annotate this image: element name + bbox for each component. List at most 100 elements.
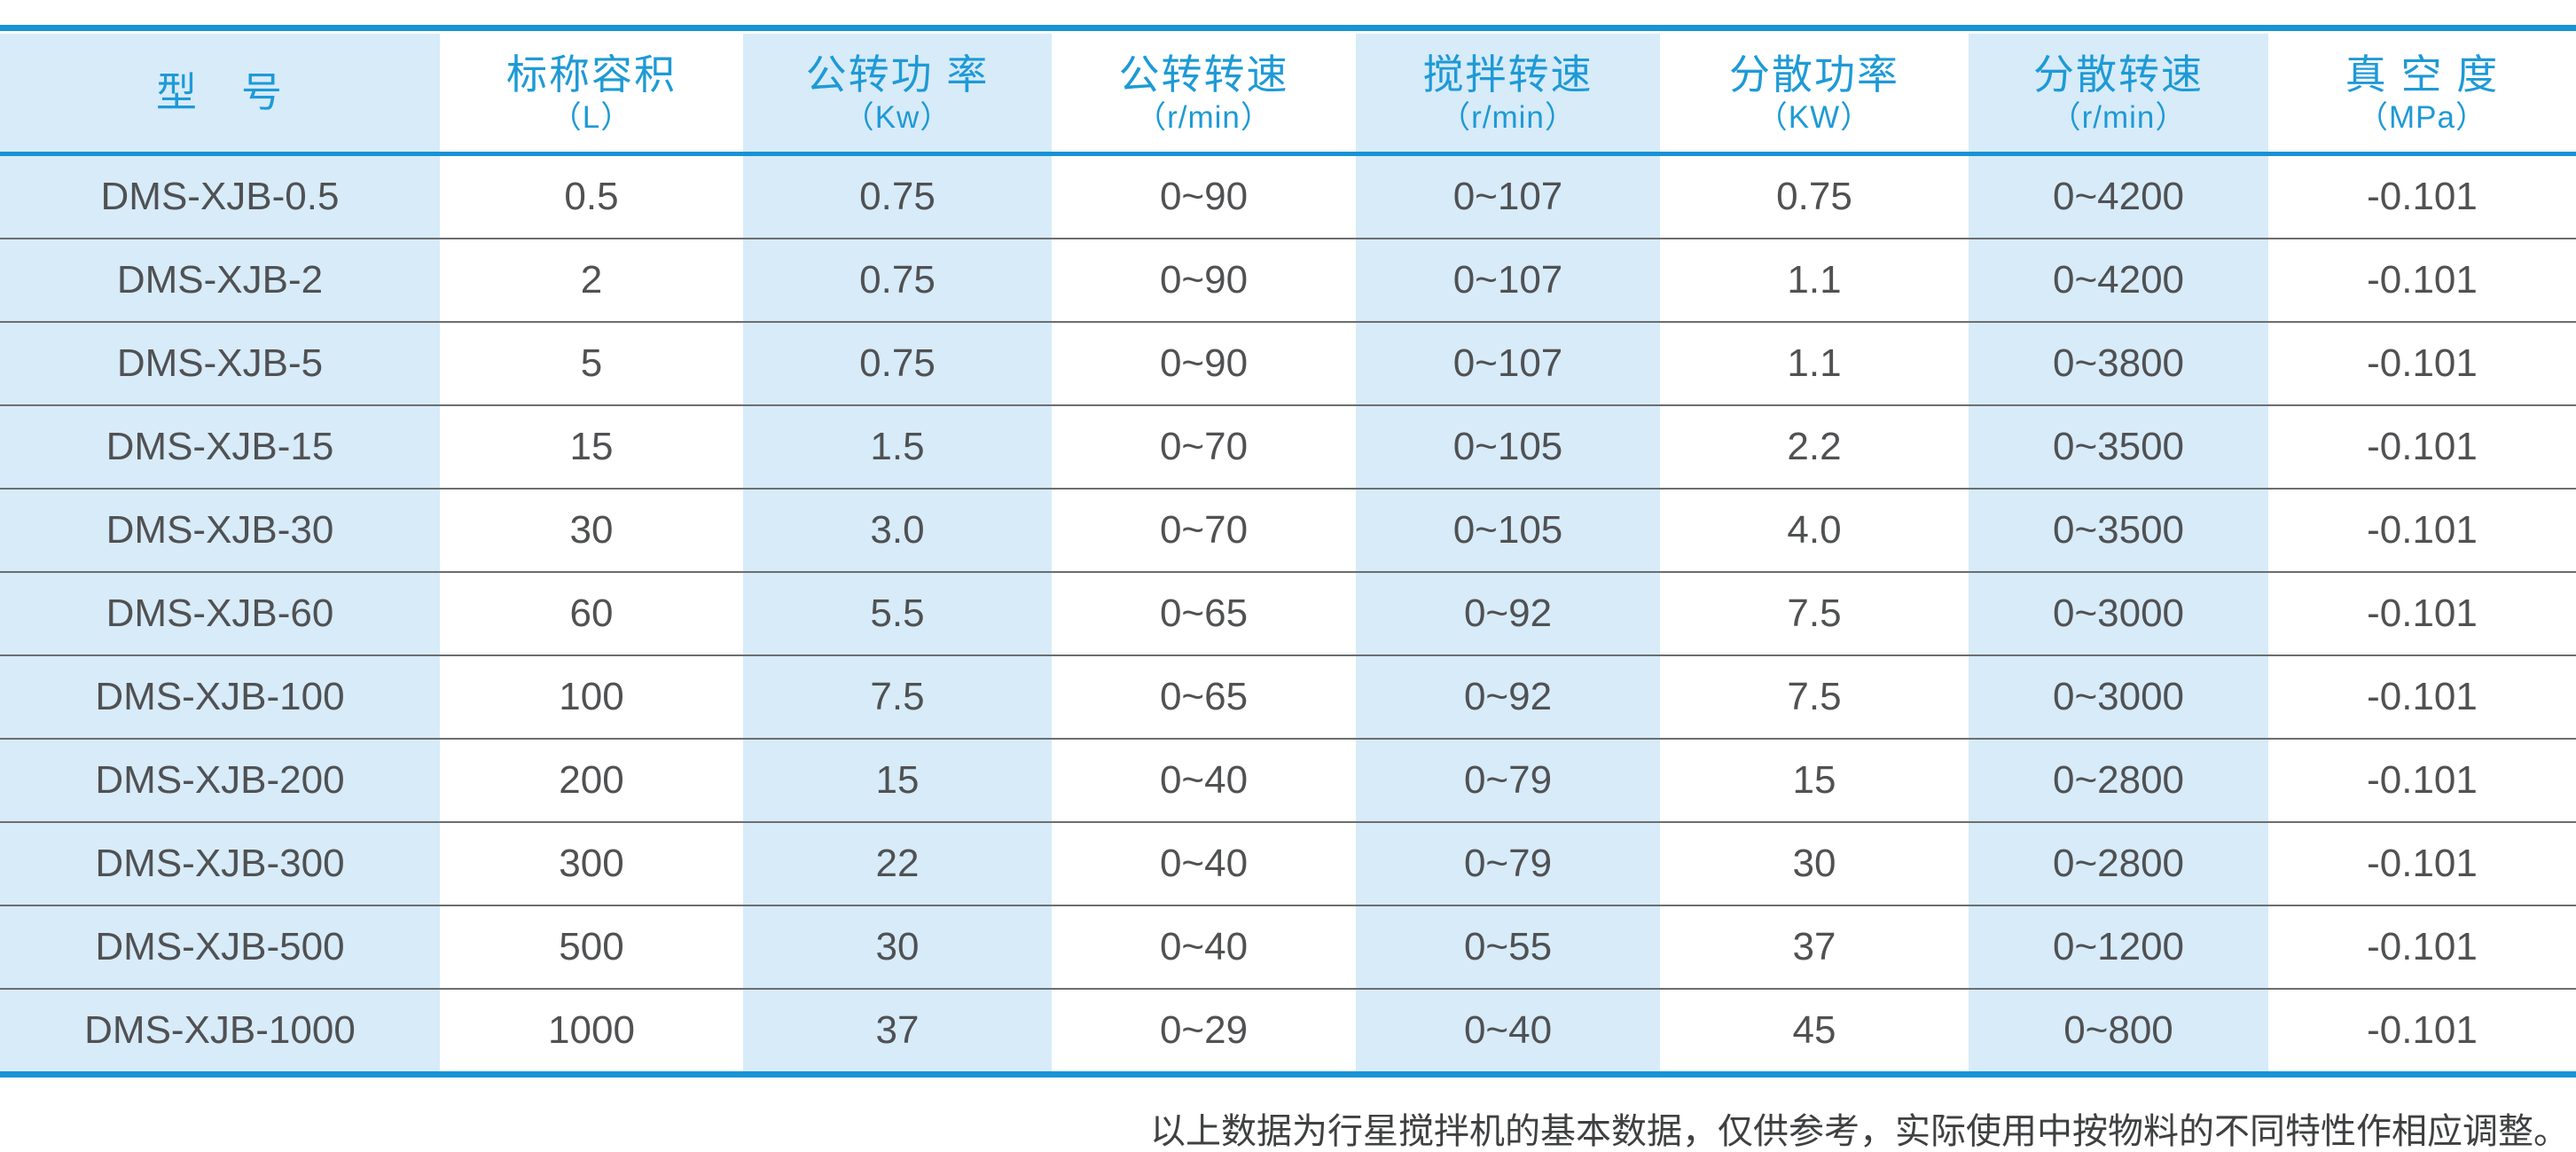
cell-model: DMS-XJB-500	[0, 905, 440, 990]
cell-revolution-speed: 0~90	[1052, 322, 1356, 406]
cell-dispersion-power: 30	[1660, 822, 1969, 906]
table-row: DMS-XJB-5 5 0.75 0~90 0~107 1.1 0~3800 -…	[0, 322, 2576, 406]
cell-dispersion-speed: 0~800	[1969, 989, 2268, 1078]
cell-dispersion-power: 45	[1660, 989, 1969, 1078]
cell-dispersion-power: 7.5	[1660, 655, 1969, 740]
column-header-unit: （MPa）	[2357, 100, 2487, 136]
column-header-label: 标称容积	[506, 51, 677, 98]
column-header-unit: （r/min）	[1135, 100, 1272, 136]
table-row: DMS-XJB-500 500 30 0~40 0~55 37 0~1200 -…	[0, 905, 2576, 990]
cell-revolution-speed: 0~65	[1052, 572, 1356, 656]
cell-revolution-speed: 0~40	[1052, 905, 1356, 990]
cell-stirring-speed: 0~107	[1356, 239, 1660, 323]
cell-model: DMS-XJB-300	[0, 822, 440, 906]
cell-revolution-power: 37	[743, 989, 1052, 1078]
column-header-unit: （KW）	[1756, 100, 1873, 136]
cell-revolution-power: 30	[743, 905, 1052, 990]
cell-vacuum: -0.101	[2268, 822, 2576, 906]
cell-capacity: 300	[440, 822, 743, 906]
table-row: DMS-XJB-15 15 1.5 0~70 0~105 2.2 0~3500 …	[0, 405, 2576, 490]
cell-model: DMS-XJB-60	[0, 572, 440, 656]
cell-revolution-power: 3.0	[743, 489, 1052, 573]
table-row: DMS-XJB-0.5 0.5 0.75 0~90 0~107 0.75 0~4…	[0, 153, 2576, 239]
cell-dispersion-speed: 0~4200	[1969, 239, 2268, 323]
table-top-border	[0, 25, 2576, 31]
cell-dispersion-speed: 0~2800	[1969, 822, 2268, 906]
planetary-mixer-spec-table: 型 号 标称容积 （L） 公转功 率 （Kw） 公转转速 （r/min） 搅拌转…	[0, 34, 2576, 1078]
table-body: DMS-XJB-0.5 0.5 0.75 0~90 0~107 0.75 0~4…	[0, 153, 2576, 1078]
table-row: DMS-XJB-2 2 0.75 0~90 0~107 1.1 0~4200 -…	[0, 239, 2576, 323]
cell-model: DMS-XJB-2	[0, 239, 440, 323]
column-header-nominal-capacity: 标称容积 （L）	[440, 34, 743, 156]
cell-revolution-power: 1.5	[743, 405, 1052, 490]
cell-vacuum: -0.101	[2268, 655, 2576, 740]
cell-dispersion-speed: 0~2800	[1969, 739, 2268, 823]
cell-dispersion-speed: 0~3500	[1969, 405, 2268, 490]
column-header-unit: （L）	[550, 100, 633, 136]
cell-stirring-speed: 0~55	[1356, 905, 1660, 990]
column-header-label: 真 空 度	[2345, 51, 2500, 98]
cell-dispersion-power: 1.1	[1660, 322, 1969, 406]
cell-vacuum: -0.101	[2268, 153, 2576, 239]
cell-dispersion-power: 1.1	[1660, 239, 1969, 323]
cell-vacuum: -0.101	[2268, 405, 2576, 490]
cell-vacuum: -0.101	[2268, 322, 2576, 406]
table-row: DMS-XJB-300 300 22 0~40 0~79 30 0~2800 -…	[0, 822, 2576, 906]
cell-model: DMS-XJB-200	[0, 739, 440, 823]
cell-capacity: 2	[440, 239, 743, 323]
cell-vacuum: -0.101	[2268, 239, 2576, 323]
cell-model: DMS-XJB-1000	[0, 989, 440, 1078]
cell-revolution-speed: 0~65	[1052, 655, 1356, 740]
cell-stirring-speed: 0~107	[1356, 153, 1660, 239]
cell-revolution-power: 22	[743, 822, 1052, 906]
column-header-label: 分散功率	[1729, 51, 1899, 98]
cell-revolution-speed: 0~90	[1052, 153, 1356, 239]
cell-dispersion-power: 4.0	[1660, 489, 1969, 573]
cell-vacuum: -0.101	[2268, 905, 2576, 990]
cell-capacity: 30	[440, 489, 743, 573]
table-footnote: 以上数据为行星搅拌机的基本数据，仅供参考，实际使用中按物料的不同特性作相应调整。	[1150, 1111, 2569, 1152]
cell-revolution-speed: 0~70	[1052, 405, 1356, 490]
table-row: DMS-XJB-60 60 5.5 0~65 0~92 7.5 0~3000 -…	[0, 572, 2576, 656]
cell-capacity: 1000	[440, 989, 743, 1078]
cell-revolution-speed: 0~40	[1052, 739, 1356, 823]
cell-stirring-speed: 0~92	[1356, 655, 1660, 740]
column-header-label: 搅拌转速	[1422, 51, 1593, 98]
cell-vacuum: -0.101	[2268, 989, 2576, 1078]
column-header-revolution-speed: 公转转速 （r/min）	[1052, 34, 1356, 156]
table-row: DMS-XJB-30 30 3.0 0~70 0~105 4.0 0~3500 …	[0, 489, 2576, 573]
cell-model: DMS-XJB-30	[0, 489, 440, 573]
cell-revolution-speed: 0~40	[1052, 822, 1356, 906]
cell-dispersion-power: 0.75	[1660, 153, 1969, 239]
cell-dispersion-power: 7.5	[1660, 572, 1969, 656]
cell-revolution-power: 0.75	[743, 153, 1052, 239]
cell-model: DMS-XJB-100	[0, 655, 440, 740]
table-row: DMS-XJB-200 200 15 0~40 0~79 15 0~2800 -…	[0, 739, 2576, 823]
cell-revolution-power: 5.5	[743, 572, 1052, 656]
cell-stirring-speed: 0~79	[1356, 822, 1660, 906]
cell-capacity: 100	[440, 655, 743, 740]
cell-capacity: 60	[440, 572, 743, 656]
cell-dispersion-power: 2.2	[1660, 405, 1969, 490]
cell-capacity: 200	[440, 739, 743, 823]
table-header: 型 号 标称容积 （L） 公转功 率 （Kw） 公转转速 （r/min） 搅拌转…	[0, 34, 2576, 156]
cell-dispersion-speed: 0~1200	[1969, 905, 2268, 990]
cell-stirring-speed: 0~107	[1356, 322, 1660, 406]
table-row: DMS-XJB-100 100 7.5 0~65 0~92 7.5 0~3000…	[0, 655, 2576, 740]
cell-stirring-speed: 0~105	[1356, 489, 1660, 573]
cell-revolution-power: 0.75	[743, 239, 1052, 323]
column-header-unit: （r/min）	[1439, 100, 1577, 136]
cell-stirring-speed: 0~40	[1356, 989, 1660, 1078]
cell-vacuum: -0.101	[2268, 572, 2576, 656]
cell-revolution-speed: 0~70	[1052, 489, 1356, 573]
cell-model: DMS-XJB-0.5	[0, 153, 440, 239]
cell-dispersion-speed: 0~4200	[1969, 153, 2268, 239]
column-header-vacuum-degree: 真 空 度 （MPa）	[2268, 34, 2576, 156]
column-header-unit: （Kw）	[842, 100, 952, 136]
column-header-stirring-speed: 搅拌转速 （r/min）	[1356, 34, 1660, 156]
cell-vacuum: -0.101	[2268, 489, 2576, 573]
cell-capacity: 0.5	[440, 153, 743, 239]
column-header-label: 公转功 率	[805, 51, 990, 98]
cell-capacity: 15	[440, 405, 743, 490]
